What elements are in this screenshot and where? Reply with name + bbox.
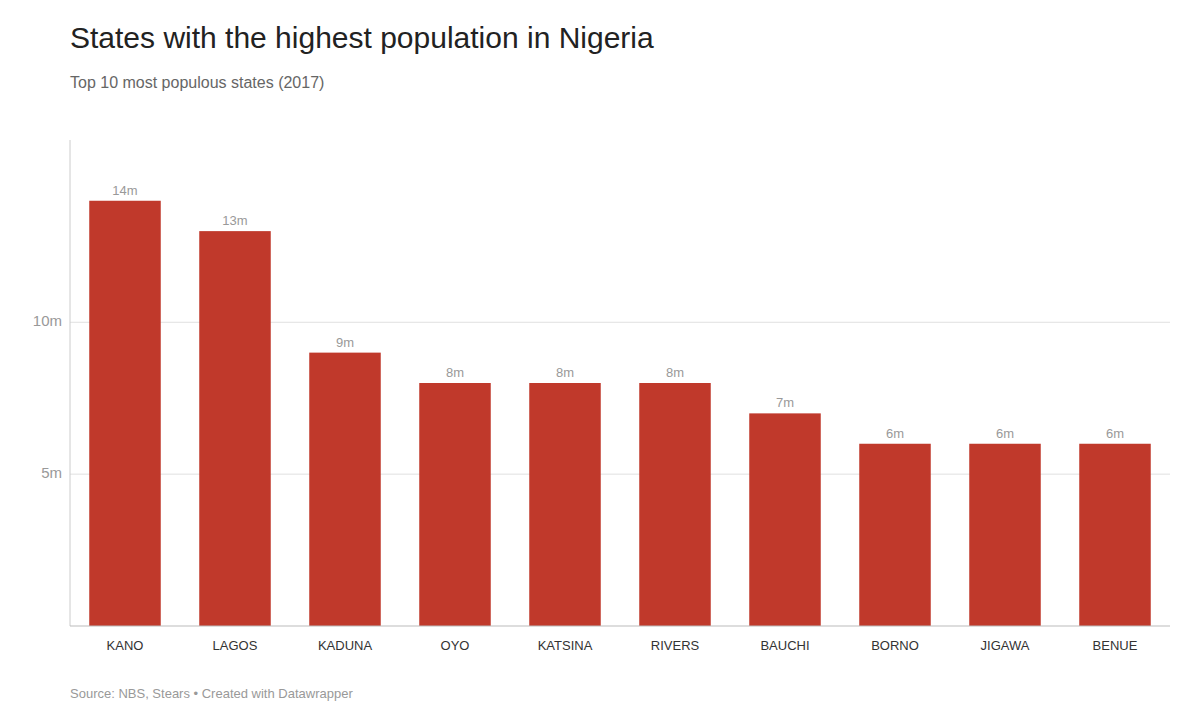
bar	[529, 383, 601, 626]
bar	[749, 413, 821, 626]
y-tick-label: 5m	[41, 464, 62, 481]
bar	[639, 383, 711, 626]
x-tick-label: KADUNA	[318, 638, 373, 653]
data-label: 9m	[336, 335, 354, 350]
bar	[309, 353, 381, 626]
x-tick-label: LAGOS	[213, 638, 258, 653]
data-label: 6m	[886, 426, 904, 441]
x-tick-label: BAUCHI	[760, 638, 809, 653]
bar	[199, 231, 271, 626]
data-labels: 14m 13m 9m 8m 8m 8m 7m 6m 6m 6m	[112, 183, 1124, 441]
x-axis: KANO LAGOS KADUNA OYO KATSINA RIVERS BAUCHI BOR…	[107, 638, 1138, 653]
x-axis-line	[70, 626, 1170, 627]
y-axis: 5m 10m	[33, 140, 1170, 626]
data-label: 13m	[222, 213, 247, 228]
y-tick-label: 10m	[33, 312, 62, 329]
subtitle: Top 10 most populous states (2017)	[70, 74, 324, 91]
x-tick-label: BENUE	[1093, 638, 1138, 653]
data-label: 6m	[1106, 426, 1124, 441]
x-tick-label: KANO	[107, 638, 144, 653]
data-label: 8m	[556, 365, 574, 380]
bar	[969, 444, 1041, 626]
title: States with the highest population in Ni…	[70, 21, 654, 54]
x-tick-label: KATSINA	[538, 638, 593, 653]
data-label: 8m	[666, 365, 684, 380]
data-label: 8m	[446, 365, 464, 380]
y-axis-line	[70, 140, 71, 626]
x-tick-label: RIVERS	[651, 638, 700, 653]
data-label: 7m	[776, 395, 794, 410]
source: Source: NBS, Stears • Created with Dataw…	[70, 686, 353, 701]
chart-container: States with the highest population in Ni…	[0, 0, 1200, 716]
bar	[859, 444, 931, 626]
x-tick-label: JIGAWA	[981, 638, 1030, 653]
chart: States with the highest population in Ni…	[0, 0, 1200, 716]
x-tick-label: OYO	[441, 638, 470, 653]
bars	[89, 201, 1151, 626]
bar	[89, 201, 161, 626]
bar	[1079, 444, 1151, 626]
data-label: 6m	[996, 426, 1014, 441]
bar	[419, 383, 491, 626]
data-label: 14m	[112, 183, 137, 198]
x-tick-label: BORNO	[871, 638, 919, 653]
